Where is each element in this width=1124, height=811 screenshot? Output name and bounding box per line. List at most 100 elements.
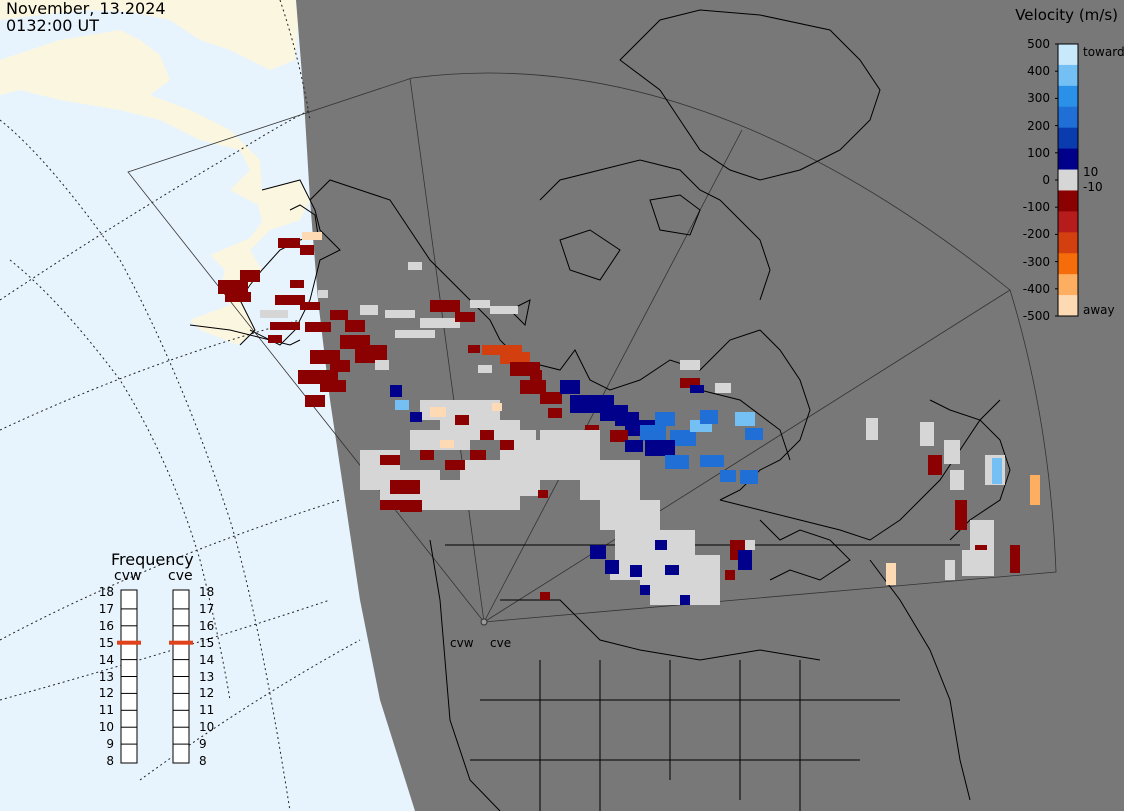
legend-away-label: away — [1083, 303, 1115, 317]
echo-cell — [260, 310, 288, 318]
echo-cell — [735, 412, 755, 426]
colorbar-segment — [1058, 253, 1078, 275]
legend-title: Velocity (m/s) — [1015, 6, 1118, 24]
echo-cell — [680, 595, 690, 605]
echo-cell — [962, 550, 994, 576]
echo-cell — [745, 428, 763, 440]
date-label: November, 13.2024 — [6, 0, 166, 18]
alaska-landmass — [0, 30, 310, 345]
site-label-west: cvw — [450, 636, 474, 650]
echo-cell — [600, 500, 660, 530]
echo-cell — [492, 403, 502, 411]
colorbar-segment — [1058, 148, 1078, 171]
echo-cell — [655, 540, 667, 550]
echo-cell — [945, 560, 955, 580]
echo-cell — [700, 455, 724, 467]
legend-pos-threshold-label: 10 — [1083, 165, 1099, 179]
echo-cell — [410, 412, 422, 422]
colorbar-segment — [1058, 274, 1078, 296]
echo-cell — [944, 440, 960, 464]
colorbar-segment — [1058, 85, 1078, 108]
frequency-scale-label: 13 — [199, 669, 215, 684]
echo-cell — [390, 385, 402, 397]
echo-cell — [690, 385, 704, 393]
frequency-scale-label: 15 — [199, 635, 215, 650]
echo-cell — [270, 322, 300, 330]
frequency-scale-label: 11 — [98, 703, 114, 718]
echo-cell — [715, 383, 731, 393]
echo-cell — [420, 318, 460, 328]
colorbar-segment — [1058, 44, 1078, 66]
frequency-scale-label: 16 — [98, 618, 114, 633]
echo-cell — [700, 410, 718, 424]
radar-site-marker — [480, 618, 488, 626]
echo-cell — [330, 310, 348, 320]
echo-cell — [500, 440, 514, 450]
echo-cell — [665, 565, 679, 575]
echo-cell — [318, 290, 328, 298]
echo-cell — [482, 345, 522, 355]
echo-cell — [408, 262, 422, 270]
colorbar-tick-label: 100 — [1027, 145, 1050, 160]
echo-cell — [610, 430, 628, 442]
colorbar-segment — [1058, 232, 1078, 254]
echo-cell — [305, 395, 325, 407]
legend-neg-threshold-label: -10 — [1083, 180, 1103, 194]
echo-cell — [640, 585, 650, 595]
echo-cell — [520, 430, 536, 440]
echo-cell — [1010, 545, 1020, 573]
frequency-scale-label: 14 — [98, 652, 114, 667]
frequency-scale-label: 10 — [199, 720, 215, 735]
echo-cell — [886, 563, 896, 585]
frequency-scale-label: 12 — [98, 686, 114, 701]
echo-cell — [400, 500, 422, 512]
echo-cell — [420, 450, 434, 460]
echo-cell — [590, 395, 614, 407]
echo-cell — [300, 245, 314, 255]
echo-cell — [725, 570, 735, 580]
echo-cell — [420, 480, 540, 496]
frequency-scale-label: 16 — [199, 618, 215, 633]
echo-cell — [520, 380, 546, 394]
echo-cell — [605, 560, 619, 574]
echo-cell — [645, 440, 675, 456]
echo-cell — [355, 345, 387, 363]
echo-cell — [455, 415, 469, 425]
time-label: 0132:00 UT — [6, 16, 100, 35]
frequency-scale-label: 17 — [98, 601, 114, 616]
velocity-colorbar — [1055, 43, 1079, 317]
radar-name-cve: cve — [168, 568, 193, 584]
echo-cell — [375, 360, 389, 370]
echo-cell — [740, 470, 758, 484]
echo-cell — [380, 500, 400, 510]
echo-cell — [302, 232, 322, 240]
echo-cell — [560, 380, 580, 394]
colorbar-segment — [1058, 211, 1078, 233]
frequency-scale-label: 8 — [199, 754, 207, 768]
colorbar-tick-label: -300 — [1022, 254, 1050, 269]
echo-cell — [225, 292, 251, 302]
colorbar-segment — [1058, 190, 1078, 212]
radar-echoes — [218, 232, 1040, 605]
echo-cell — [490, 306, 518, 314]
colorbar-segment — [1058, 127, 1078, 150]
frequency-scale-label: 18 — [98, 585, 114, 599]
echo-cell — [300, 302, 320, 310]
night-side-shading — [296, 0, 1124, 811]
site-label-east: cve — [490, 636, 512, 650]
echo-cell — [540, 430, 600, 446]
echo-cell — [268, 335, 282, 343]
echo-cell — [305, 322, 331, 332]
colorbar-segment — [1058, 295, 1078, 317]
echo-cell — [928, 455, 942, 475]
frequency-scale-label: 9 — [106, 737, 114, 752]
frequency-scale-label: 8 — [106, 754, 114, 768]
echo-cell — [538, 490, 548, 498]
echo-cell — [1030, 475, 1040, 505]
colorbar-tick-label: -500 — [1022, 309, 1050, 323]
frequency-scale-label: 18 — [199, 585, 215, 599]
echo-cell — [992, 458, 1002, 484]
echo-cell — [395, 330, 435, 338]
